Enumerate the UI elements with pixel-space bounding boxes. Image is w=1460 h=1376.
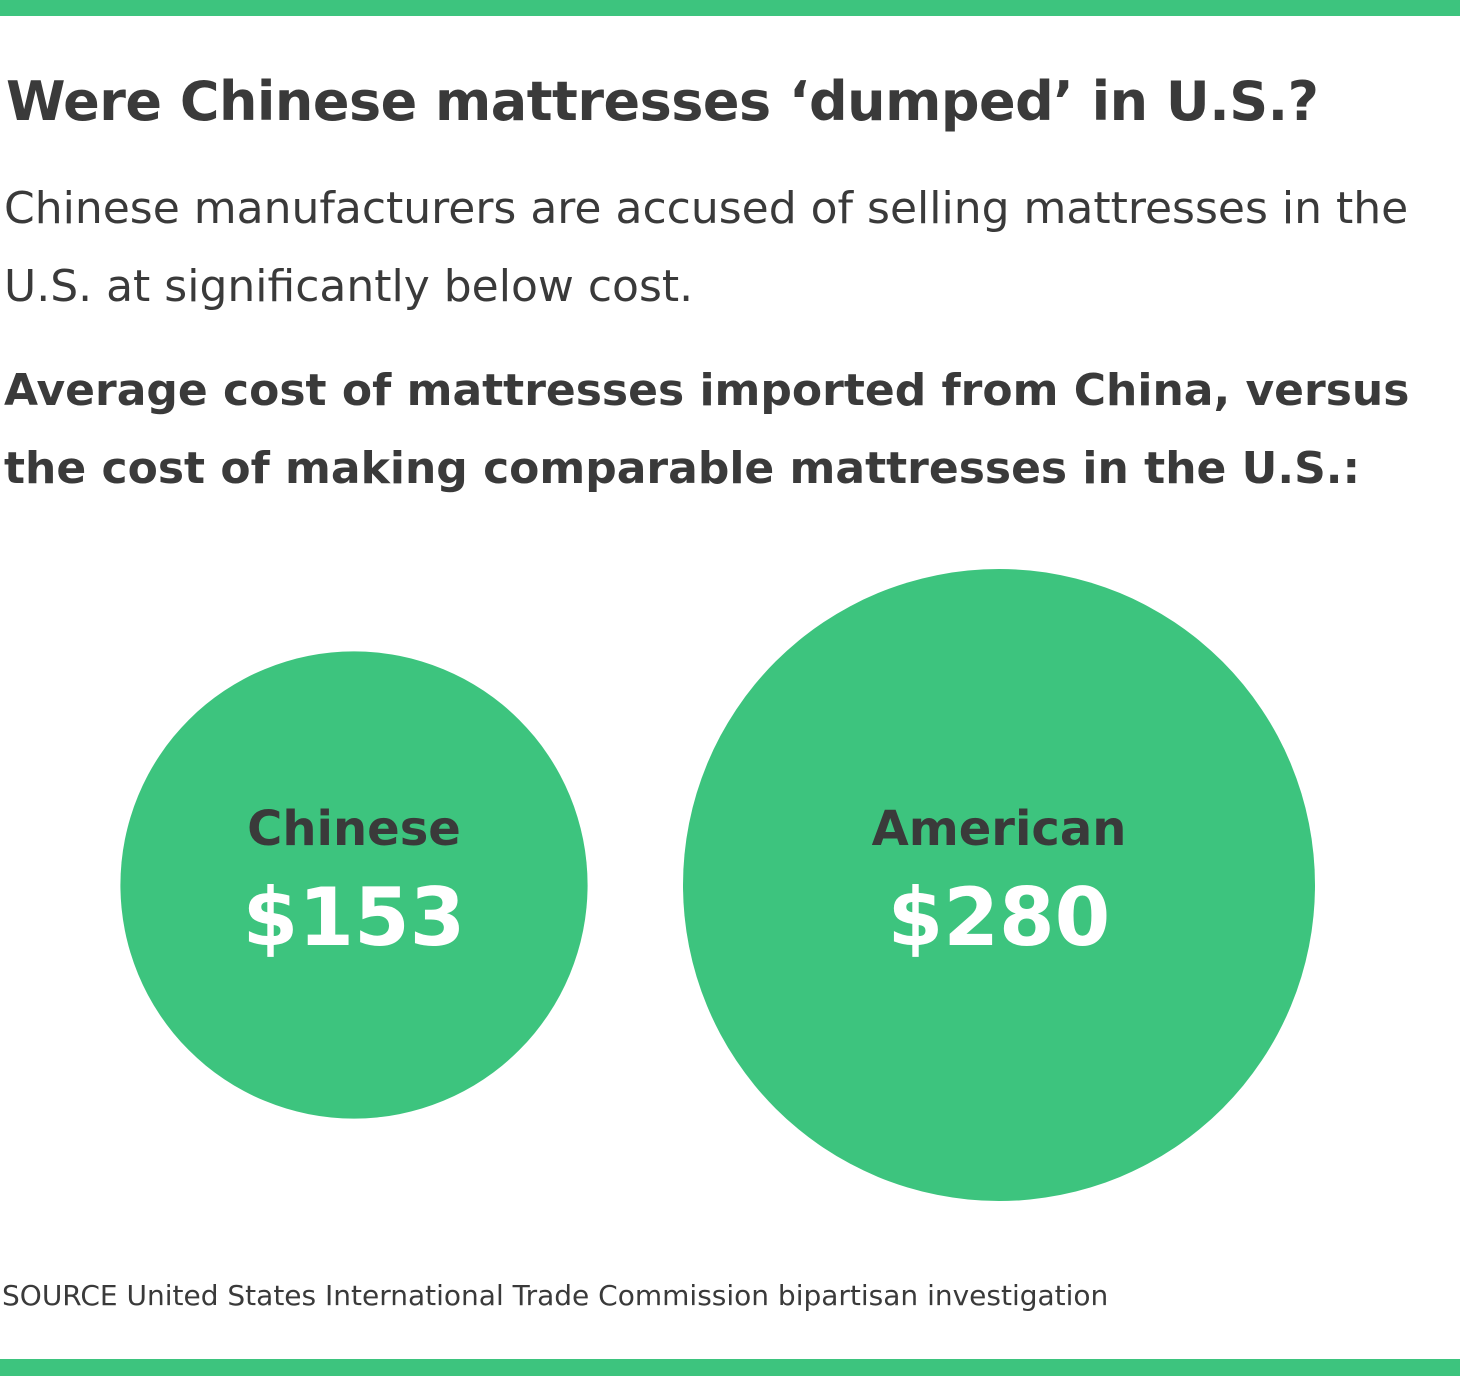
bubble-label-american: American: [872, 801, 1127, 857]
bubble-label-chinese: Chinese: [247, 801, 461, 857]
bubble-value-american: $280: [888, 871, 1111, 964]
bubble-american: [683, 569, 1315, 1201]
chart-heading: Average cost of mattresses imported from…: [4, 365, 1410, 494]
page-title: Were Chinese mattresses ‘dumped’ in U.S.…: [6, 70, 1319, 133]
page-subtitle: Chinese manufacturers are accused of sel…: [4, 183, 1409, 312]
top-accent-rule: [0, 0, 1460, 16]
bottom-accent-rule: [0, 1359, 1460, 1376]
bubble-value-chinese: $153: [243, 871, 466, 964]
source-note: SOURCE United States International Trade…: [2, 1279, 1109, 1312]
bubble-chinese: [120, 651, 588, 1119]
